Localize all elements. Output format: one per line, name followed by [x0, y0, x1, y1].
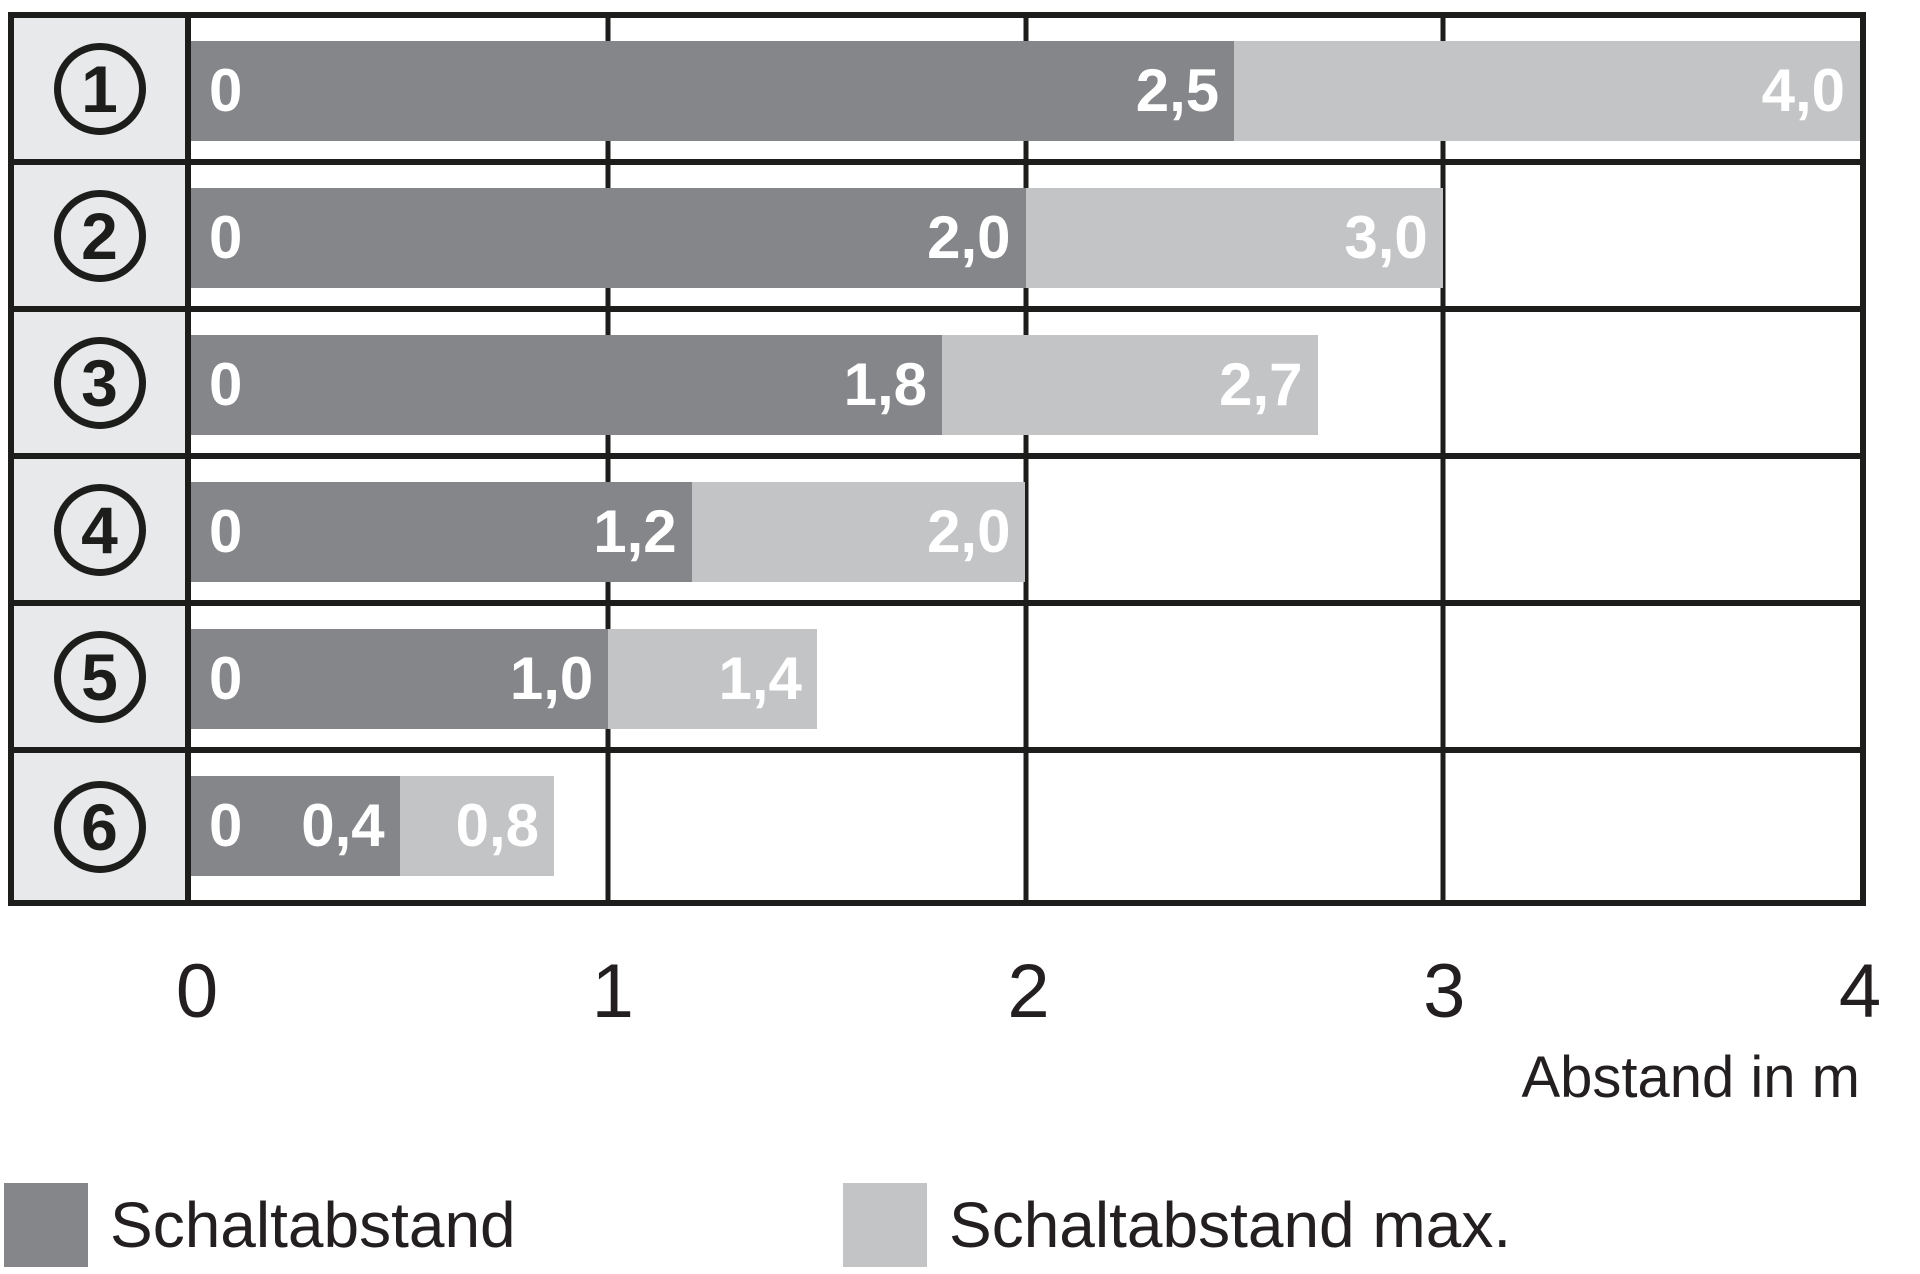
- chart-table: 1 0 2,5 4,0 2: [8, 12, 1866, 906]
- bar-schaltabstand-max: 2,7: [942, 335, 1318, 435]
- bar-zero-label: 0: [209, 57, 243, 124]
- bar-zero-label: 0: [209, 204, 243, 271]
- row-number-badge: 6: [53, 780, 146, 873]
- chart-row: 3 0 1,8 2,7: [14, 312, 1860, 459]
- bar-value-label: 1,8: [843, 351, 928, 418]
- legend-swatch-light: [843, 1183, 927, 1267]
- bar-schaltabstand: 0 2,0: [191, 188, 1026, 288]
- legend-item-schaltabstand-max: Schaltabstand max.: [843, 1183, 1511, 1267]
- row-number: 5: [81, 639, 118, 714]
- row-label-cell: 1: [14, 18, 191, 159]
- row-plot-area: 0 2,5 4,0: [191, 18, 1860, 159]
- gridline: [1440, 753, 1446, 900]
- row-plot-area: 0 1,2 2,0: [191, 459, 1860, 600]
- chart-row: 1 0 2,5 4,0: [14, 18, 1860, 165]
- row-plot-area: 0 2,0 3,0: [191, 165, 1860, 306]
- gridline: [1023, 459, 1028, 600]
- row-number: 1: [81, 51, 118, 126]
- bar-zero-label: 0: [209, 498, 243, 565]
- bar-schaltabstand: 0 1,0: [191, 629, 609, 729]
- row-label-cell: 4: [14, 459, 191, 600]
- bar-schaltabstand: 0 2,5: [191, 41, 1235, 141]
- bar-schaltabstand-max: 1,4: [608, 629, 817, 729]
- bar-schaltabstand: 0 0,4: [191, 776, 400, 876]
- bar-schaltabstand-max: 3,0: [1025, 188, 1443, 288]
- row-label-cell: 6: [14, 753, 191, 900]
- bar-value-label: 2,0: [927, 204, 1011, 271]
- bar-value-label: 1,2: [593, 498, 677, 565]
- bar-max-value-label: 3,0: [1344, 204, 1428, 271]
- chart-row: 2 0 2,0 3,0: [14, 165, 1860, 312]
- x-tick: 4: [1838, 949, 1882, 1034]
- row-label-cell: 5: [14, 606, 191, 747]
- row-number: 3: [81, 345, 118, 420]
- row-number-badge: 5: [53, 630, 146, 723]
- gridline: [605, 753, 611, 900]
- row-number: 4: [81, 492, 118, 567]
- gridline: [1023, 753, 1028, 900]
- bar-schaltabstand: 0 1,8: [191, 335, 943, 435]
- row-number-badge: 4: [53, 483, 146, 576]
- bar-value-label: 1,0: [509, 645, 594, 712]
- x-axis: 0 1 2 3 4: [176, 949, 1881, 1038]
- chart-row: 4 0 1,2 2,0: [14, 459, 1860, 606]
- x-tick: 1: [591, 949, 634, 1034]
- gridline: [1440, 165, 1446, 306]
- bar-value-label: 0,4: [301, 792, 385, 859]
- gridline: [1023, 606, 1028, 747]
- legend-label: Schaltabstand max.: [949, 1189, 1512, 1261]
- legend-item-schaltabstand: Schaltabstand: [4, 1183, 516, 1267]
- bar-max-value-label: 2,0: [927, 498, 1011, 565]
- legend-swatch-dark: [4, 1183, 88, 1267]
- bar-schaltabstand: 0 1,2: [191, 482, 692, 582]
- bar-zero-label: 0: [209, 351, 243, 418]
- row-number-badge: 1: [53, 42, 146, 135]
- row-number: 2: [81, 198, 118, 273]
- bar-zero-label: 0: [209, 645, 243, 712]
- bar-value-label: 2,5: [1135, 57, 1220, 124]
- bar-max-value-label: 0,8: [455, 792, 539, 859]
- bar-max-value-label: 1,4: [718, 645, 802, 712]
- legend-label: Schaltabstand: [110, 1189, 516, 1261]
- chart-row: 5 0 1,0 1,4: [14, 606, 1860, 753]
- row-plot-area: 0 1,0 1,4: [191, 606, 1860, 747]
- x-tick: 3: [1423, 949, 1466, 1034]
- bar-schaltabstand-max: 4,0: [1234, 41, 1860, 141]
- gridline: [1440, 312, 1446, 453]
- row-label-cell: 2: [14, 165, 191, 306]
- gridline: [1440, 459, 1446, 600]
- row-plot-area: 0 1,8 2,7: [191, 312, 1860, 453]
- legend: Schaltabstand Schaltabstand max.: [0, 1183, 1920, 1268]
- row-label-cell: 3: [14, 312, 191, 453]
- bar-max-value-label: 4,0: [1761, 57, 1845, 124]
- bar-schaltabstand-max: 0,8: [399, 776, 554, 876]
- row-number-badge: 2: [53, 189, 146, 282]
- bar-schaltabstand-max: 2,0: [691, 482, 1026, 582]
- row-number: 6: [81, 789, 118, 864]
- chart-row: 6 0 0,4 0,8: [14, 753, 1860, 900]
- row-plot-area: 0 0,4 0,8: [191, 753, 1860, 900]
- x-tick: 2: [1007, 949, 1050, 1034]
- gridline: [1440, 606, 1446, 747]
- x-tick: 0: [175, 949, 219, 1034]
- x-axis-title: Abstand in m: [1521, 1045, 1860, 1110]
- bar-max-value-label: 2,7: [1219, 351, 1303, 418]
- bar-zero-label: 0: [209, 792, 243, 859]
- row-number-badge: 3: [53, 336, 146, 429]
